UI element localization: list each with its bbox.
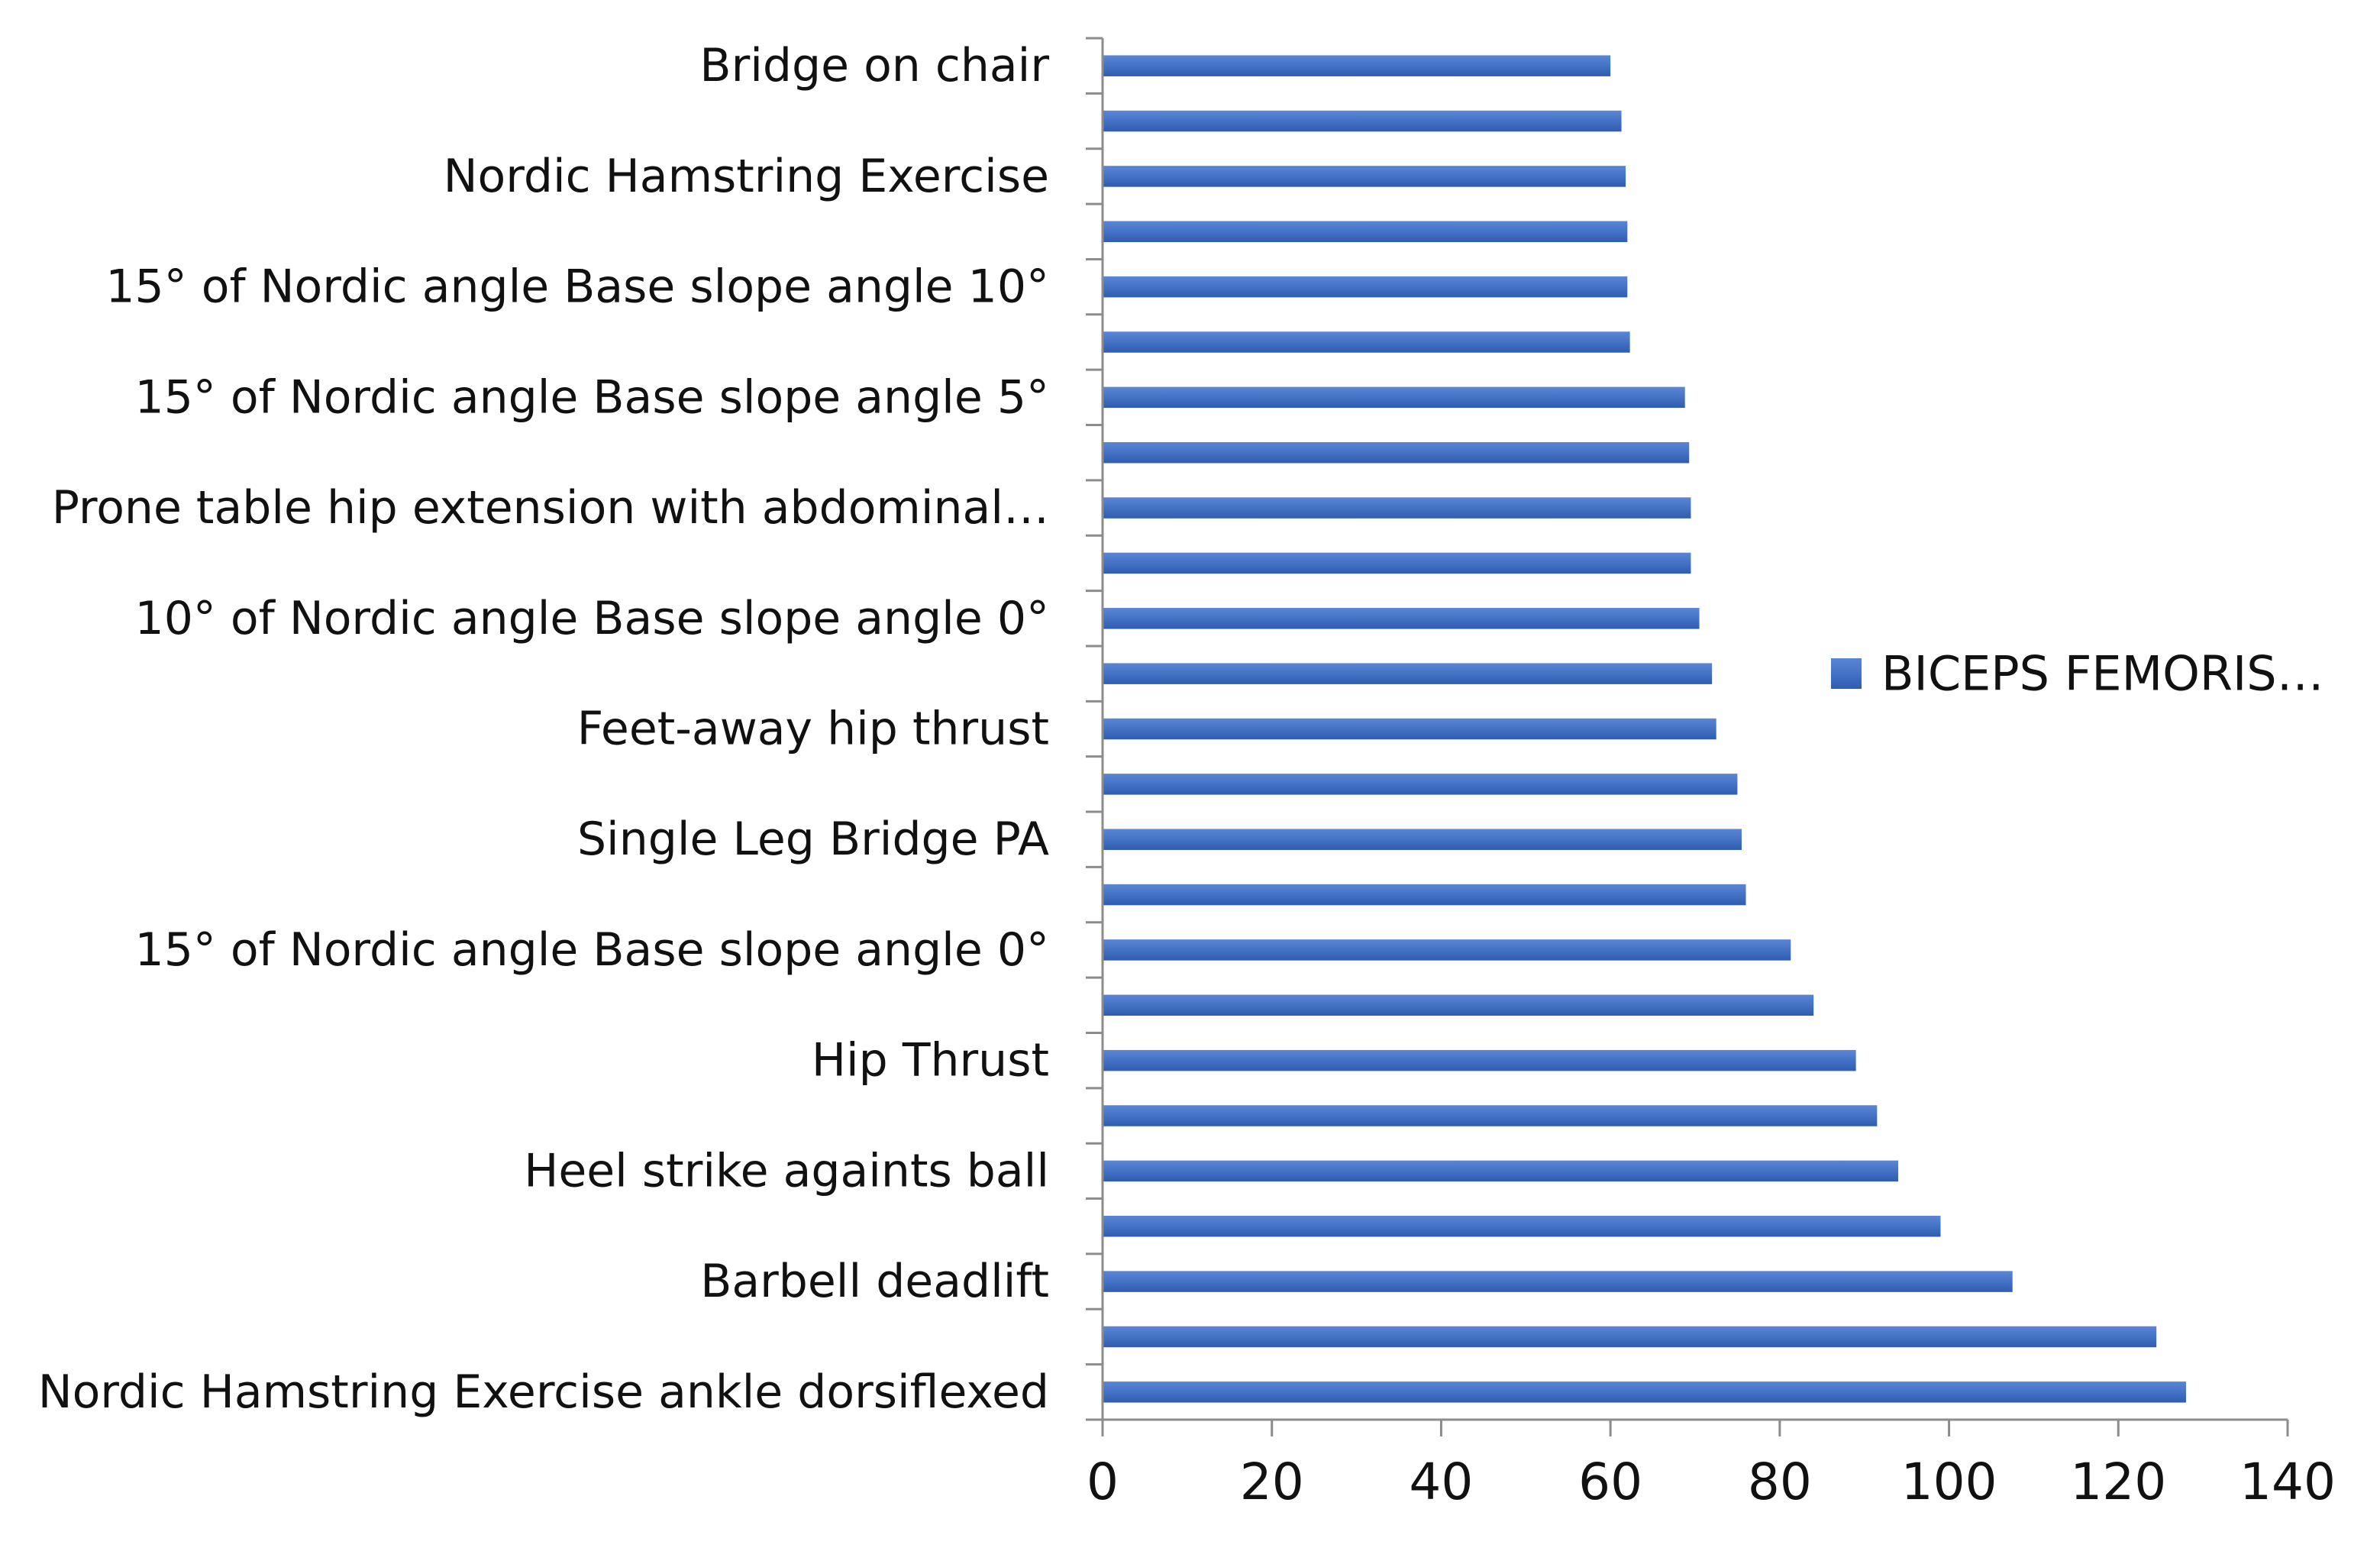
bar-12	[1103, 718, 1716, 740]
category-label-0: Nordic Hamstring Exercise ankle dorsifle…	[38, 1365, 1049, 1419]
x-tick-label-2: 40	[1409, 1453, 1473, 1511]
bar-22	[1103, 166, 1626, 187]
legend-label: BICEPS FEMORIS…	[1881, 646, 2324, 702]
legend: BICEPS FEMORIS…	[1831, 646, 2324, 702]
bar-5	[1103, 1105, 1878, 1126]
category-label-10: Single Leg Bridge PA	[577, 813, 1049, 866]
x-tick-label-5: 100	[1901, 1453, 1997, 1511]
bar-16	[1103, 497, 1691, 519]
bar-15	[1103, 552, 1691, 574]
x-tick-label-1: 20	[1240, 1453, 1304, 1511]
bar-19	[1103, 331, 1630, 353]
bar-3	[1103, 1215, 1941, 1237]
category-label-14: 10° of Nordic angle Base slope angle 0°	[135, 592, 1049, 645]
bar-14	[1103, 608, 1700, 629]
bar-7	[1103, 994, 1814, 1016]
category-label-18: 15° of Nordic angle Base slope angle 5°	[135, 370, 1049, 424]
category-label-22: Nordic Hamstring Exercise	[444, 150, 1049, 203]
legend-swatch	[1831, 658, 1862, 689]
axes-layer	[1086, 37, 2289, 1436]
category-label-4: Heel strike againts ball	[524, 1144, 1049, 1197]
bar-8	[1103, 939, 1791, 961]
category-label-2: Barbell deadlift	[700, 1255, 1049, 1308]
labels-layer: Nordic Hamstring Exercise ankle dorsifle…	[38, 39, 2336, 1511]
category-label-12: Feet-away hip thrust	[577, 703, 1049, 756]
x-tick-label-0: 0	[1087, 1453, 1119, 1511]
x-tick-label-6: 120	[2070, 1453, 2166, 1511]
bar-9	[1103, 884, 1746, 906]
bar-0	[1103, 1381, 2186, 1403]
bar-21	[1103, 221, 1628, 243]
bar-2	[1103, 1271, 2013, 1292]
bar-10	[1103, 829, 1742, 850]
x-tick-label-3: 60	[1578, 1453, 1642, 1511]
bar-6	[1103, 1049, 1856, 1071]
bar-17	[1103, 441, 1690, 464]
category-label-8: 15° of Nordic angle Base slope angle 0°	[135, 923, 1049, 977]
bar-23	[1103, 110, 1622, 132]
bar-13	[1103, 663, 1713, 684]
category-label-6: Hip Thrust	[812, 1034, 1049, 1087]
bars-layer	[1103, 55, 2186, 1403]
x-tick-label-7: 140	[2240, 1453, 2336, 1511]
category-label-24: Bridge on chair	[699, 39, 1049, 92]
bar-18	[1103, 386, 1685, 409]
bar-11	[1103, 774, 1738, 795]
bar-1	[1103, 1326, 2157, 1348]
bar-4	[1103, 1160, 1899, 1182]
category-label-20: 15° of Nordic angle Base slope angle 10°	[105, 260, 1049, 314]
bar-24	[1103, 55, 1611, 76]
category-label-16: Prone table hip extension with abdominal…	[52, 481, 1049, 535]
x-tick-label-4: 80	[1748, 1453, 1812, 1511]
bar-20	[1103, 276, 1628, 298]
